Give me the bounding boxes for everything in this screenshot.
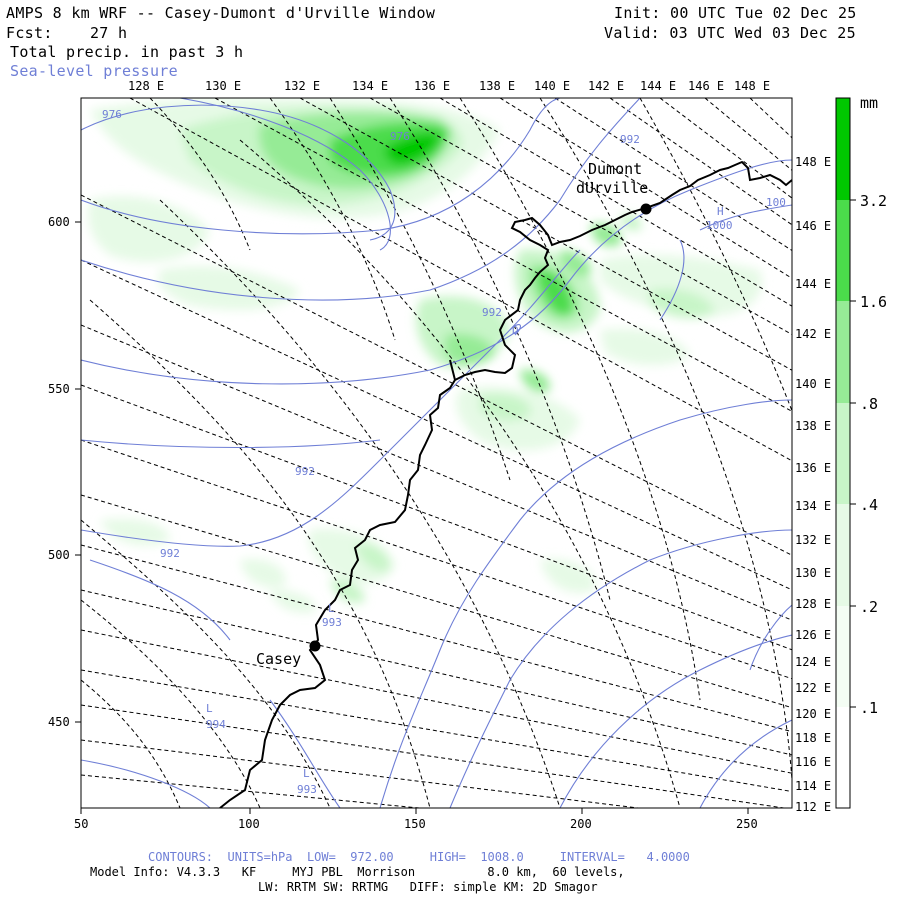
x-axis-labels: 50 100 150 200 250	[74, 817, 758, 831]
lon-label: 134 E	[795, 499, 831, 513]
colorbar-label: .8	[860, 395, 878, 413]
valid-time: Valid: 03 UTC Wed 03 Dec 25	[604, 24, 856, 42]
y-axis-labels: 600 550 500 450	[48, 215, 70, 729]
colorbar: mm .1 .2 .4 .8 1.6 3.2	[835, 94, 887, 809]
lon-label: 128 E	[795, 597, 831, 611]
lon-label: 142 E	[588, 79, 624, 93]
map-title: AMPS 8 km WRF -- Casey-Dumont d'Urville …	[6, 4, 436, 22]
colorbar-unit: mm	[860, 94, 878, 112]
colorbar-swatch	[836, 707, 850, 808]
station-dot-icon	[640, 203, 652, 215]
latlon-grid	[81, 98, 792, 808]
low-marker: L	[328, 602, 335, 615]
colorbar-swatch	[836, 504, 850, 606]
lon-label: 132 E	[284, 79, 320, 93]
contour-field-name: Sea-level pressure	[10, 62, 178, 80]
lon-label: 130 E	[795, 566, 831, 580]
colorbar-label: .4	[860, 496, 878, 514]
lon-label: 146 E	[795, 219, 831, 233]
lon-label: 146 E	[688, 79, 724, 93]
lon-label: 144 E	[795, 277, 831, 291]
lon-label: 138 E	[795, 419, 831, 433]
lon-label: 120 E	[795, 707, 831, 721]
isobar-label: 976	[102, 108, 122, 121]
init-time: Init: 00 UTC Tue 02 Dec 25	[614, 4, 857, 22]
isobar-label: 992	[295, 465, 315, 478]
colorbar-label: 3.2	[860, 192, 887, 210]
lon-label: 126 E	[795, 628, 831, 642]
frame-ticks	[75, 221, 749, 814]
lon-label: 148 E	[734, 79, 770, 93]
lon-label: 128 E	[128, 79, 164, 93]
lon-label: 140 E	[795, 377, 831, 391]
x-tick-label: 250	[736, 817, 758, 831]
y-tick-label: 600	[48, 215, 70, 229]
y-tick-label: 450	[48, 715, 70, 729]
right-lon-labels: 148 E 146 E 144 E 142 E 140 E 138 E 136 …	[795, 155, 831, 814]
station-casey: Casey	[256, 640, 321, 668]
lon-label: 140 E	[534, 79, 570, 93]
colorbar-label: .1	[860, 699, 878, 717]
contour-info: CONTOURS: UNITS=hPa LOW= 972.00 HIGH= 10…	[148, 850, 690, 864]
colorbar-swatch	[836, 606, 850, 707]
low-marker: L	[303, 767, 310, 780]
model-info-2: LW: RRTM SW: RRTMG DIFF: simple KM: 2D S…	[258, 880, 598, 894]
station-dot-icon	[309, 640, 321, 652]
low-marker: L	[206, 702, 213, 715]
lon-label: 112 E	[795, 800, 831, 814]
high-marker: H	[717, 205, 724, 218]
isobar-label: 992	[482, 306, 502, 319]
lon-label: 124 E	[795, 655, 831, 669]
station-dumont-durville: Dumont dUrville	[576, 160, 652, 215]
x-tick-label: 200	[570, 817, 592, 831]
isobar-label: 994	[206, 718, 226, 731]
isobar-label: 993	[322, 616, 342, 629]
lon-label: 114 E	[795, 779, 831, 793]
lon-label: 148 E	[795, 155, 831, 169]
place-label: Casey	[256, 650, 301, 668]
colorbar-swatch	[836, 200, 850, 301]
isobar-labels: 976 976 992 992 992 992 993 993 994 1000…	[102, 108, 786, 796]
lon-label: 136 E	[795, 461, 831, 475]
colorbar-label: 1.6	[860, 293, 887, 311]
lon-label: 136 E	[414, 79, 450, 93]
isobar-label: 100	[766, 196, 786, 209]
isobar-label: 992	[160, 547, 180, 560]
forecast-hour: Fcst: 27 h	[6, 24, 128, 42]
isobar-label: 976	[390, 130, 410, 143]
isobar-label: 993	[297, 783, 317, 796]
coastline	[219, 160, 792, 808]
map-frame	[80, 97, 793, 809]
lon-label: 138 E	[479, 79, 515, 93]
x-tick-label: 100	[238, 817, 260, 831]
model-info: Model Info: V4.3.3 KF MYJ PBL Morrison 8…	[90, 865, 625, 879]
y-tick-label: 550	[48, 382, 70, 396]
precip-shading	[88, 98, 762, 614]
colorbar-label: .2	[860, 598, 878, 616]
isobar-label: 992	[620, 133, 640, 146]
lon-label: 118 E	[795, 731, 831, 745]
lon-label: 134 E	[352, 79, 388, 93]
isobar-label: 1000	[706, 219, 733, 232]
y-tick-label: 500	[48, 548, 70, 562]
lon-label: 116 E	[795, 755, 831, 769]
isobar-label: D	[512, 324, 519, 337]
colorbar-swatch	[836, 98, 850, 200]
field-name: Total precip. in past 3 h	[10, 43, 244, 61]
lon-label: 142 E	[795, 327, 831, 341]
colorbar-swatch	[836, 403, 850, 504]
lon-label: 132 E	[795, 533, 831, 547]
x-tick-label: 150	[404, 817, 426, 831]
top-lon-labels: 128 E 130 E 132 E 134 E 136 E 138 E 140 …	[128, 79, 770, 93]
isobars	[81, 98, 792, 808]
lon-label: 122 E	[795, 681, 831, 695]
x-tick-label: 50	[74, 817, 88, 831]
colorbar-swatch	[836, 301, 850, 403]
place-label: dUrville	[576, 179, 648, 197]
lon-label: 144 E	[640, 79, 676, 93]
lon-label: 130 E	[205, 79, 241, 93]
place-label: Dumont	[588, 160, 642, 178]
